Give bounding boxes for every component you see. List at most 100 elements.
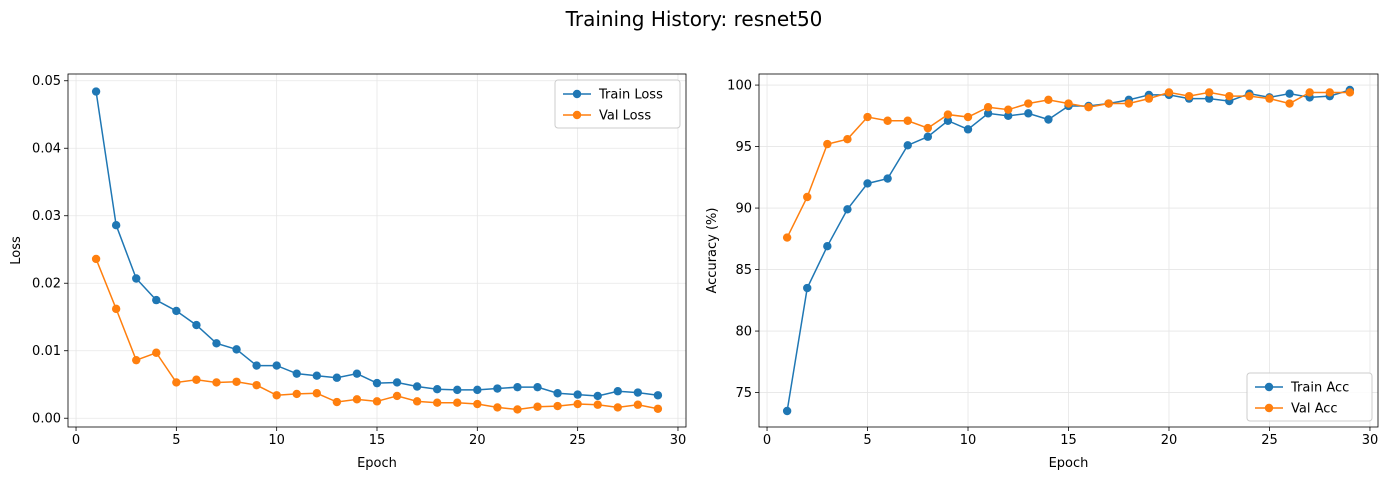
chart-accuracy-point-val xyxy=(943,110,953,119)
chart-accuracy-point-train xyxy=(983,109,993,118)
chart-accuracy-legend-label: Val Acc xyxy=(1291,402,1338,417)
chart-accuracy-point-val xyxy=(1144,94,1154,103)
chart-accuracy-point-train xyxy=(1024,109,1033,118)
chart-accuracy-legend: Train Acc Val Acc xyxy=(1246,372,1373,422)
chart-loss-point-train xyxy=(633,388,643,397)
chart-loss-xtick-label: 0 xyxy=(72,433,80,448)
chart-loss-point-val xyxy=(613,403,622,412)
chart-accuracy-point-val xyxy=(983,103,993,112)
chart-accuracy-ytick-label: 80 xyxy=(735,325,752,340)
chart-accuracy-point-train xyxy=(883,174,892,183)
chart-loss-legend-marker xyxy=(572,89,582,99)
chart-accuracy-point-train xyxy=(843,205,852,214)
chart-loss-point-train xyxy=(372,378,382,388)
chart-loss-point-train xyxy=(232,345,241,354)
chart-loss-point-val xyxy=(392,391,402,401)
chart-loss-legend-label: Train Loss xyxy=(598,88,663,103)
chart-loss-xlabel: Epoch xyxy=(357,456,397,471)
chart-loss-point-val xyxy=(633,400,643,409)
chart-accuracy-point-train xyxy=(963,125,973,134)
chart-accuracy-ytick-label: 85 xyxy=(735,263,752,278)
chart-loss-ytick-label: 0.02 xyxy=(32,277,61,292)
chart-loss-legend: Train Loss Val Loss xyxy=(554,79,681,129)
chart-loss-point-val xyxy=(292,389,301,399)
chart-loss-xtick-label: 30 xyxy=(670,433,687,448)
chart-accuracy-legend-box xyxy=(1246,372,1373,422)
chart-accuracy-ytick-label: 75 xyxy=(735,386,752,401)
chart-loss-point-train xyxy=(312,371,322,380)
chart-accuracy-point-val xyxy=(1225,91,1234,101)
chart-accuracy-point-train xyxy=(782,406,792,416)
chart-accuracy-xlabel: Epoch xyxy=(1049,456,1089,471)
chart-loss-point-train xyxy=(352,369,362,378)
chart-accuracy-point-val xyxy=(883,116,892,125)
chart-accuracy-legend-label: Train Acc xyxy=(1290,381,1349,396)
chart-loss-point-train xyxy=(172,306,181,316)
chart-loss-point-val xyxy=(272,391,281,400)
chart-accuracy-point-val xyxy=(1245,91,1254,101)
chart-loss-point-train xyxy=(212,339,221,348)
chart-accuracy-point-train xyxy=(1044,115,1053,124)
chart-loss-point-train xyxy=(111,220,121,230)
chart-loss-point-val xyxy=(593,400,602,409)
chart-loss-point-train xyxy=(453,385,462,395)
chart-loss-xtick-label: 15 xyxy=(369,433,386,448)
chart-loss-point-val xyxy=(252,380,261,390)
chart-accuracy-xtick-label: 10 xyxy=(960,433,977,448)
chart-loss-point-val xyxy=(432,398,442,407)
chart-accuracy-point-val xyxy=(1305,88,1314,97)
chart-accuracy-point-val xyxy=(803,192,812,202)
chart-accuracy-point-val xyxy=(1345,88,1355,97)
chart-loss-point-val xyxy=(553,401,562,411)
chart-loss-point-val xyxy=(232,377,241,386)
chart-loss-point-train xyxy=(553,389,562,398)
chart-accuracy-point-train xyxy=(1204,94,1214,103)
chart-loss-point-train xyxy=(132,274,141,283)
chart-accuracy-point-val xyxy=(1124,99,1133,108)
chart-loss-point-val xyxy=(91,254,101,264)
chart-loss-point-train xyxy=(432,385,442,394)
chart-loss-point-val xyxy=(372,397,382,406)
chart-accuracy-ytick-label: 95 xyxy=(735,140,752,155)
chart-loss-point-val xyxy=(312,389,322,398)
chart-accuracy-ylabel: Accuracy (%) xyxy=(705,208,720,294)
chart-loss-xtick-label: 10 xyxy=(268,433,285,448)
figure-title: Training History: resnet50 xyxy=(565,7,823,31)
chart-accuracy-point-val xyxy=(1164,88,1174,97)
chart-loss-legend-marker xyxy=(572,110,582,120)
chart-accuracy-xtick-label: 0 xyxy=(763,433,771,448)
chart-loss-ytick-label: 0.03 xyxy=(32,209,61,224)
chart-loss-point-train xyxy=(392,378,402,387)
chart-accuracy-point-train xyxy=(823,241,832,251)
chart-accuracy-xtick-label: 15 xyxy=(1060,433,1077,448)
chart-accuracy-point-val xyxy=(1024,99,1033,108)
chart-loss-ytick-label: 0.05 xyxy=(32,74,61,89)
chart-accuracy-point-train xyxy=(903,141,912,150)
chart-loss-point-train xyxy=(573,390,582,399)
chart-accuracy-point-val xyxy=(1265,94,1274,103)
chart-loss-point-val xyxy=(473,399,482,409)
chart-accuracy-point-val xyxy=(1184,91,1194,101)
chart-loss-point-val xyxy=(453,398,462,407)
chart-accuracy-legend-marker xyxy=(1264,403,1274,413)
chart-loss-point-train xyxy=(332,373,342,382)
chart-accuracy-ytick-label: 90 xyxy=(735,202,752,217)
chart-loss-point-train xyxy=(653,391,663,400)
chart-loss-point-val xyxy=(412,397,422,406)
chart-loss-point-val xyxy=(332,397,342,407)
chart-accuracy-point-val xyxy=(843,134,852,144)
chart-accuracy-point-val xyxy=(903,116,912,125)
chart-accuracy-ytick-label: 100 xyxy=(727,79,752,94)
chart-loss-point-train xyxy=(593,391,602,401)
chart-accuracy-point-val xyxy=(1064,99,1073,108)
chart-accuracy-xtick-label: 30 xyxy=(1362,433,1379,448)
chart-accuracy-point-val xyxy=(1044,95,1053,105)
chart-loss-point-train xyxy=(192,320,201,330)
chart-accuracy-point-train xyxy=(1004,111,1013,121)
chart-loss-xtick-label: 5 xyxy=(172,433,180,448)
chart-loss-point-train xyxy=(152,295,161,305)
chart-loss-point-train xyxy=(493,384,502,393)
chart-accuracy-point-train xyxy=(803,283,812,293)
chart-accuracy-point-train xyxy=(863,179,872,188)
